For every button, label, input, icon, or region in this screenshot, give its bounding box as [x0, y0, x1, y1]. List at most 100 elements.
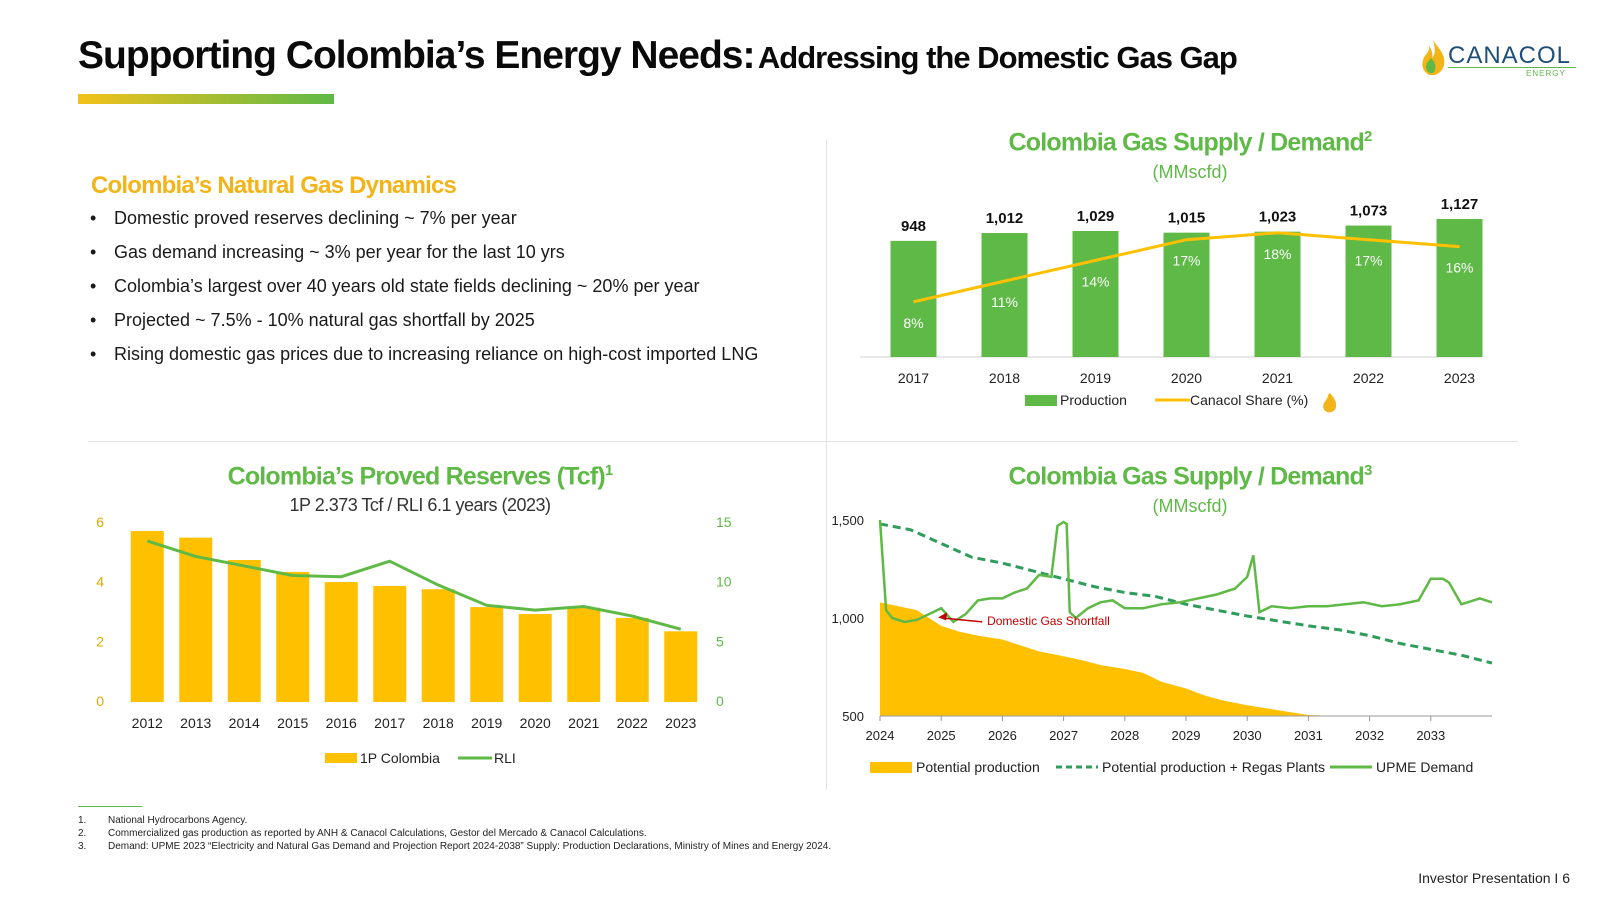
- share-value-label: 17%: [1354, 253, 1382, 269]
- reserves-bar: [470, 607, 504, 702]
- production-chart-title: Colombia Gas Supply / Demand2: [1000, 128, 1380, 157]
- canacol-logo: CANACOL ENERGY: [1418, 38, 1578, 78]
- reserves-bar: [421, 589, 455, 702]
- production-chart-unit: (MMscfd): [1152, 162, 1228, 182]
- x-tick-label: 2021: [1262, 370, 1293, 386]
- x-tick-label: 2032: [1355, 728, 1384, 743]
- y-left-tick-label: 2: [96, 633, 104, 649]
- arrowhead-icon: [938, 612, 948, 621]
- x-tick-label: 2023: [665, 715, 696, 731]
- bullet-item: Gas demand increasing ~ 3% per year for …: [90, 240, 758, 274]
- bullet-item: Rising domestic gas prices due to increa…: [90, 342, 758, 376]
- footnote-text: Commercialized gas production as reporte…: [108, 828, 647, 839]
- bar-value-label: 1,029: [1077, 208, 1115, 225]
- footnote-ref: 1: [604, 462, 613, 479]
- bullet-item: Projected ~ 7.5% - 10% natural gas short…: [90, 308, 758, 342]
- production-bar: [1254, 231, 1301, 357]
- legend-reserves-label: 1P Colombia: [360, 750, 440, 766]
- bar-value-label: 1,015: [1168, 210, 1206, 227]
- x-tick-label: 2020: [1171, 370, 1202, 386]
- footnote: 2. Commercialized gas production as repor…: [78, 827, 831, 840]
- reserves-bar: [324, 582, 358, 702]
- bullet-item: Domestic proved reserves declining ~ 7% …: [90, 206, 758, 240]
- bar-value-label: 1,012: [986, 210, 1024, 227]
- legend-rli-label: RLI: [494, 750, 516, 766]
- legend-reserves-swatch: [325, 753, 357, 763]
- x-tick-label: 2014: [229, 715, 260, 731]
- x-tick-label: 2030: [1233, 728, 1262, 743]
- flame-icon: [1422, 40, 1445, 76]
- x-tick-label: 2029: [1172, 728, 1201, 743]
- share-value-label: 11%: [991, 294, 1018, 310]
- reserves-bar: [373, 585, 407, 702]
- production-chart: 948 2017 1,012 2018 1,029 2019 1,015 2020 1,023 2…: [860, 196, 1483, 413]
- supply-demand-chart-unit: (MMscfd): [1152, 496, 1228, 516]
- supply-demand-chart-title: Colombia Gas Supply / Demand3: [990, 462, 1390, 491]
- title-sub: Addressing the Domestic Gas Gap: [757, 40, 1238, 75]
- y-right-tick-label: 0: [716, 693, 724, 709]
- logo-subtext: ENERGY: [1526, 69, 1566, 78]
- shortfall-annotation: Domestic Gas Shortfall: [987, 614, 1110, 628]
- upme-demand-line: [878, 519, 1493, 624]
- footnote-number: 3.: [78, 841, 87, 852]
- y-tick-label: 1,000: [831, 611, 864, 626]
- legend-share-label: Canacol Share (%): [1190, 392, 1308, 408]
- share-value-label: 14%: [1081, 273, 1109, 289]
- production-bar: [1072, 230, 1119, 357]
- x-tick-label: 2022: [617, 715, 648, 731]
- production-bar: [1345, 225, 1392, 357]
- x-tick-label: 2028: [1110, 728, 1139, 743]
- x-tick-label: 2024: [866, 728, 895, 743]
- bar-value-label: 1,127: [1441, 196, 1479, 213]
- reserves-chart: 0 2 4 6 0 5 10 15 2012 2013 2014 2015 2016 2017 2018 20…: [96, 514, 732, 766]
- reserves-bar: [276, 571, 310, 702]
- bar-value-label: 1,073: [1350, 203, 1388, 220]
- reserves-bar: [615, 617, 649, 702]
- shortfall-arrow: [942, 617, 983, 623]
- reserves-bar: [227, 559, 261, 702]
- footnote-text: National Hydrocarbons Agency.: [108, 815, 248, 826]
- share-value-label: 16%: [1445, 260, 1473, 276]
- footnote-text: Demand: UPME 2023 “Electricity and Natur…: [108, 841, 832, 852]
- rli-line: [146, 539, 682, 631]
- y-right-tick-label: 10: [716, 574, 732, 590]
- reserves-chart-title-text: Colombia’s Proved Reserves (Tcf): [227, 462, 606, 491]
- dynamics-bullet-list: Domestic proved reserves declining ~ 7% …: [90, 206, 758, 376]
- y-left-tick-label: 0: [96, 693, 104, 709]
- footnote-number: 2.: [78, 828, 87, 839]
- share-value-label: 17%: [1172, 253, 1200, 269]
- dynamics-heading: Colombia’s Natural Gas Dynamics: [91, 172, 457, 199]
- x-tick-label: 2026: [988, 728, 1017, 743]
- reserves-bar: [130, 531, 164, 702]
- reserves-bar: [518, 613, 552, 702]
- legend-production-label: Production: [1060, 392, 1127, 408]
- regas-dashed-line: [879, 522, 1493, 665]
- x-tick-label: 2031: [1294, 728, 1323, 743]
- reserves-bar: [567, 607, 601, 702]
- x-tick-label: 2015: [277, 715, 308, 731]
- y-tick-label: 500: [842, 709, 864, 724]
- y-left-tick-label: 6: [96, 514, 104, 530]
- x-tick-label: 2021: [568, 715, 599, 731]
- share-value-label: 18%: [1263, 246, 1291, 262]
- potential-production-area: [880, 602, 1492, 716]
- x-tick-label: 2018: [423, 715, 454, 731]
- x-tick-label: 2017: [374, 715, 405, 731]
- legend-demand-label: UPME Demand: [1376, 759, 1473, 775]
- x-tick-label: 2020: [520, 715, 551, 731]
- y-right-tick-label: 5: [716, 633, 724, 649]
- reserves-chart-subtitle: 1P 2.373 Tcf / RLI 6.1 years (2023): [289, 495, 552, 515]
- title-main: Supporting Colombia’s Energy Needs:: [78, 34, 755, 77]
- supply-demand-chart-title-text: Colombia Gas Supply / Demand: [1008, 462, 1365, 491]
- bar-value-label: 948: [901, 218, 926, 235]
- bar-value-label: 1,023: [1259, 209, 1297, 226]
- x-tick-label: 2022: [1353, 370, 1384, 386]
- logo-text: CANACOL: [1448, 42, 1572, 69]
- x-tick-label: 2027: [1049, 728, 1078, 743]
- footnote-ref: 3: [1363, 462, 1372, 479]
- legend-production-swatch: [1025, 395, 1057, 406]
- x-tick-label: 2013: [180, 715, 211, 731]
- x-tick-label: 2017: [898, 370, 929, 386]
- x-tick-label: 2016: [326, 715, 357, 731]
- footnotes: 1. National Hydrocarbons Agency. 2. Commer…: [78, 814, 831, 853]
